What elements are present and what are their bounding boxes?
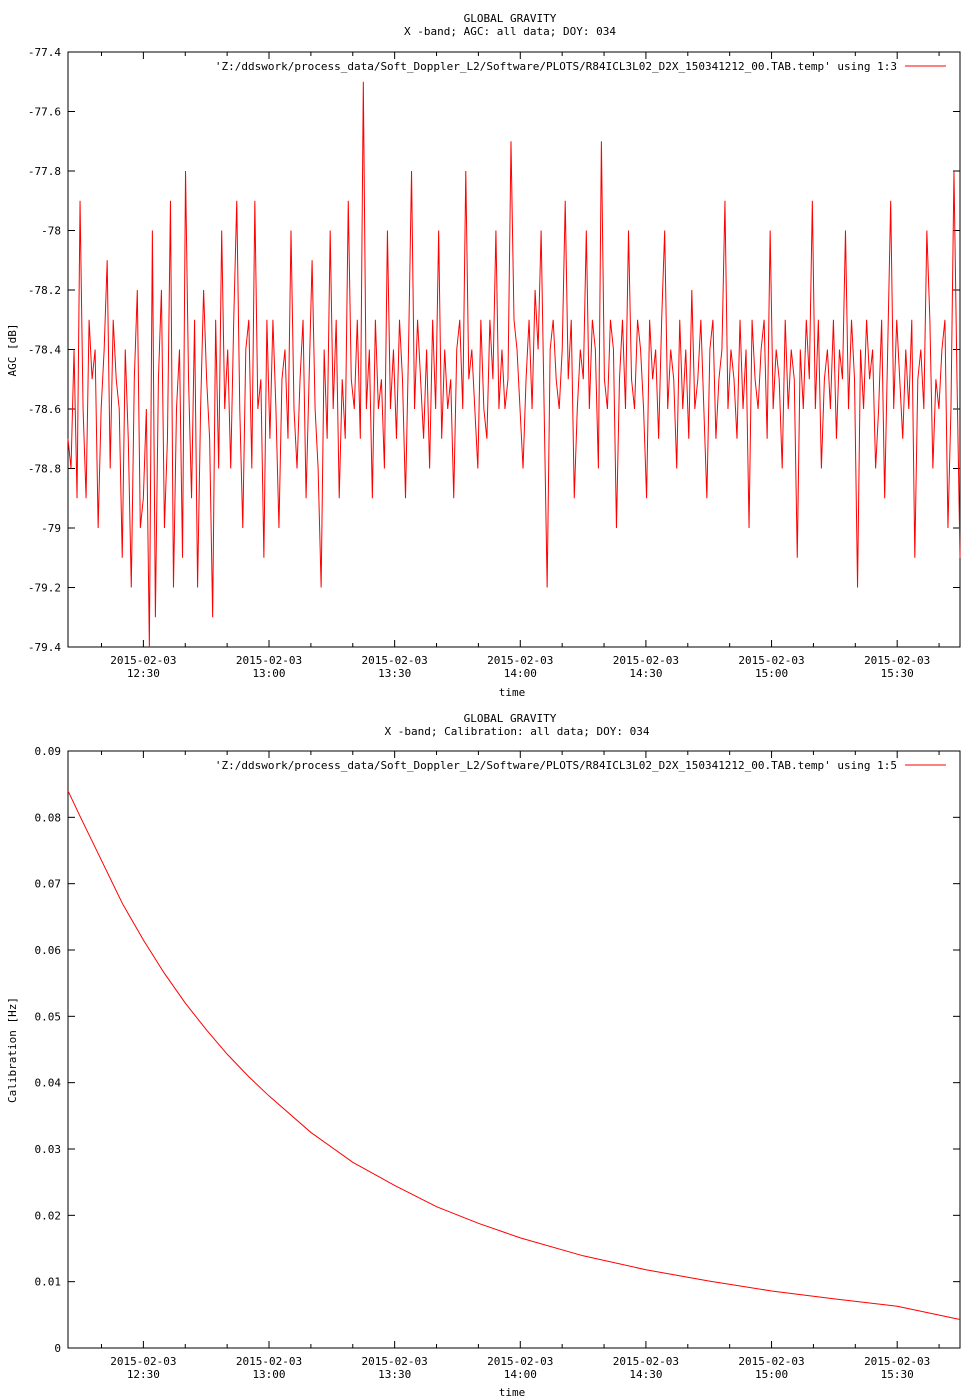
agc-y-tick-label: -77.4 [28, 46, 61, 59]
agc-x-tick-date-label: 2015-02-03 [110, 654, 176, 667]
calibration-x-tick-time-label: 15:30 [881, 1368, 914, 1381]
agc-y-tick-label: -79.2 [28, 582, 61, 595]
agc-x-tick-time-label: 14:30 [629, 667, 662, 680]
agc-y-tick-label: -77.8 [28, 165, 61, 178]
agc-chart-subtitle: X -band; AGC: all data; DOY: 034 [404, 25, 616, 38]
agc-y-ticks: -77.4 -77.6 -77.8 -78 -78.2 -78.4 -78.6 -78.8 -7… [28, 46, 960, 654]
calibration-series-line [67, 790, 961, 1320]
agc-series-line [67, 81, 961, 648]
agc-y-tick-label: -79.4 [28, 641, 61, 654]
agc-x-tick-time-label: 14:00 [504, 667, 537, 680]
calibration-legend-label: 'Z:/ddswork/process_data/Soft_Doppler_L2… [215, 759, 897, 772]
agc-x-ticks: 2015-02-0312:302015-02-0313:002015-02-03… [101, 52, 940, 680]
agc-x-tick-time-label: 13:00 [252, 667, 285, 680]
calibration-chart-title: GLOBAL GRAVITY [464, 712, 557, 725]
calibration-x-tick-date-label: 2015-02-03 [236, 1355, 302, 1368]
calibration-y-tick-label: 0.03 [35, 1143, 62, 1156]
agc-x-tick-time-label: 15:00 [755, 667, 788, 680]
calibration-x-tick-time-label: 13:30 [378, 1368, 411, 1381]
calibration-x-tick-time-label: 15:00 [755, 1368, 788, 1381]
agc-x-tick-time-label: 12:30 [127, 667, 160, 680]
calibration-y-tick-label: 0.01 [35, 1276, 62, 1289]
calibration-y-axis-label: Calibration [Hz] [6, 997, 19, 1103]
agc-chart: GLOBAL GRAVITY X -band; AGC: all data; D… [6, 12, 961, 699]
agc-y-tick-label: -77.6 [28, 106, 61, 119]
calibration-y-tick-label: 0.07 [35, 878, 62, 891]
agc-y-axis-label: AGC [dB] [6, 324, 19, 377]
agc-y-tick-label: -79 [41, 522, 61, 535]
calibration-y-tick-label: 0.08 [35, 811, 62, 824]
calibration-plot-frame [67, 750, 961, 1349]
agc-y-tick-label: -78.4 [28, 344, 61, 357]
agc-x-axis-label: time [499, 686, 526, 699]
calibration-y-tick-label: 0.06 [35, 944, 62, 957]
agc-y-tick-label: -78.2 [28, 284, 61, 297]
calibration-chart-subtitle: X -band; Calibration: all data; DOY: 034 [385, 725, 650, 738]
agc-y-tick-label: -78.8 [28, 463, 61, 476]
calibration-y-ticks: 0.09 0.08 0.07 0.06 0.05 0.04 0.03 0.02 0.01 0 [35, 745, 960, 1355]
calibration-x-tick-time-label: 12:30 [127, 1368, 160, 1381]
agc-y-tick-label: -78 [41, 225, 61, 238]
calibration-x-axis-label: time [499, 1386, 526, 1399]
agc-x-tick-date-label: 2015-02-03 [738, 654, 804, 667]
calibration-y-tick-label: 0.04 [35, 1077, 62, 1090]
agc-x-tick-time-label: 13:30 [378, 667, 411, 680]
calibration-x-tick-date-label: 2015-02-03 [110, 1355, 176, 1368]
calibration-x-tick-date-label: 2015-02-03 [487, 1355, 553, 1368]
agc-y-tick-label: -78.6 [28, 403, 61, 416]
calibration-x-ticks: 2015-02-0312:302015-02-0313:002015-02-03… [101, 751, 940, 1381]
agc-x-tick-time-label: 15:30 [881, 667, 914, 680]
agc-x-tick-date-label: 2015-02-03 [864, 654, 930, 667]
agc-x-tick-date-label: 2015-02-03 [487, 654, 553, 667]
calibration-x-tick-time-label: 14:30 [629, 1368, 662, 1381]
calibration-y-tick-label: 0.05 [35, 1010, 62, 1023]
calibration-x-tick-time-label: 13:00 [252, 1368, 285, 1381]
calibration-chart: GLOBAL GRAVITY X -band; Calibration: all… [6, 712, 961, 1399]
agc-x-tick-date-label: 2015-02-03 [613, 654, 679, 667]
calibration-x-tick-date-label: 2015-02-03 [362, 1355, 428, 1368]
calibration-y-tick-label: 0 [54, 1342, 61, 1355]
calibration-x-tick-date-label: 2015-02-03 [613, 1355, 679, 1368]
agc-x-tick-date-label: 2015-02-03 [236, 654, 302, 667]
calibration-x-tick-time-label: 14:00 [504, 1368, 537, 1381]
agc-chart-title: GLOBAL GRAVITY [464, 12, 557, 25]
calibration-x-tick-date-label: 2015-02-03 [738, 1355, 804, 1368]
calibration-y-tick-label: 0.02 [35, 1209, 62, 1222]
agc-x-tick-date-label: 2015-02-03 [362, 654, 428, 667]
agc-legend-label: 'Z:/ddswork/process_data/Soft_Doppler_L2… [215, 60, 897, 73]
calibration-y-tick-label: 0.09 [35, 745, 62, 758]
calibration-x-tick-date-label: 2015-02-03 [864, 1355, 930, 1368]
